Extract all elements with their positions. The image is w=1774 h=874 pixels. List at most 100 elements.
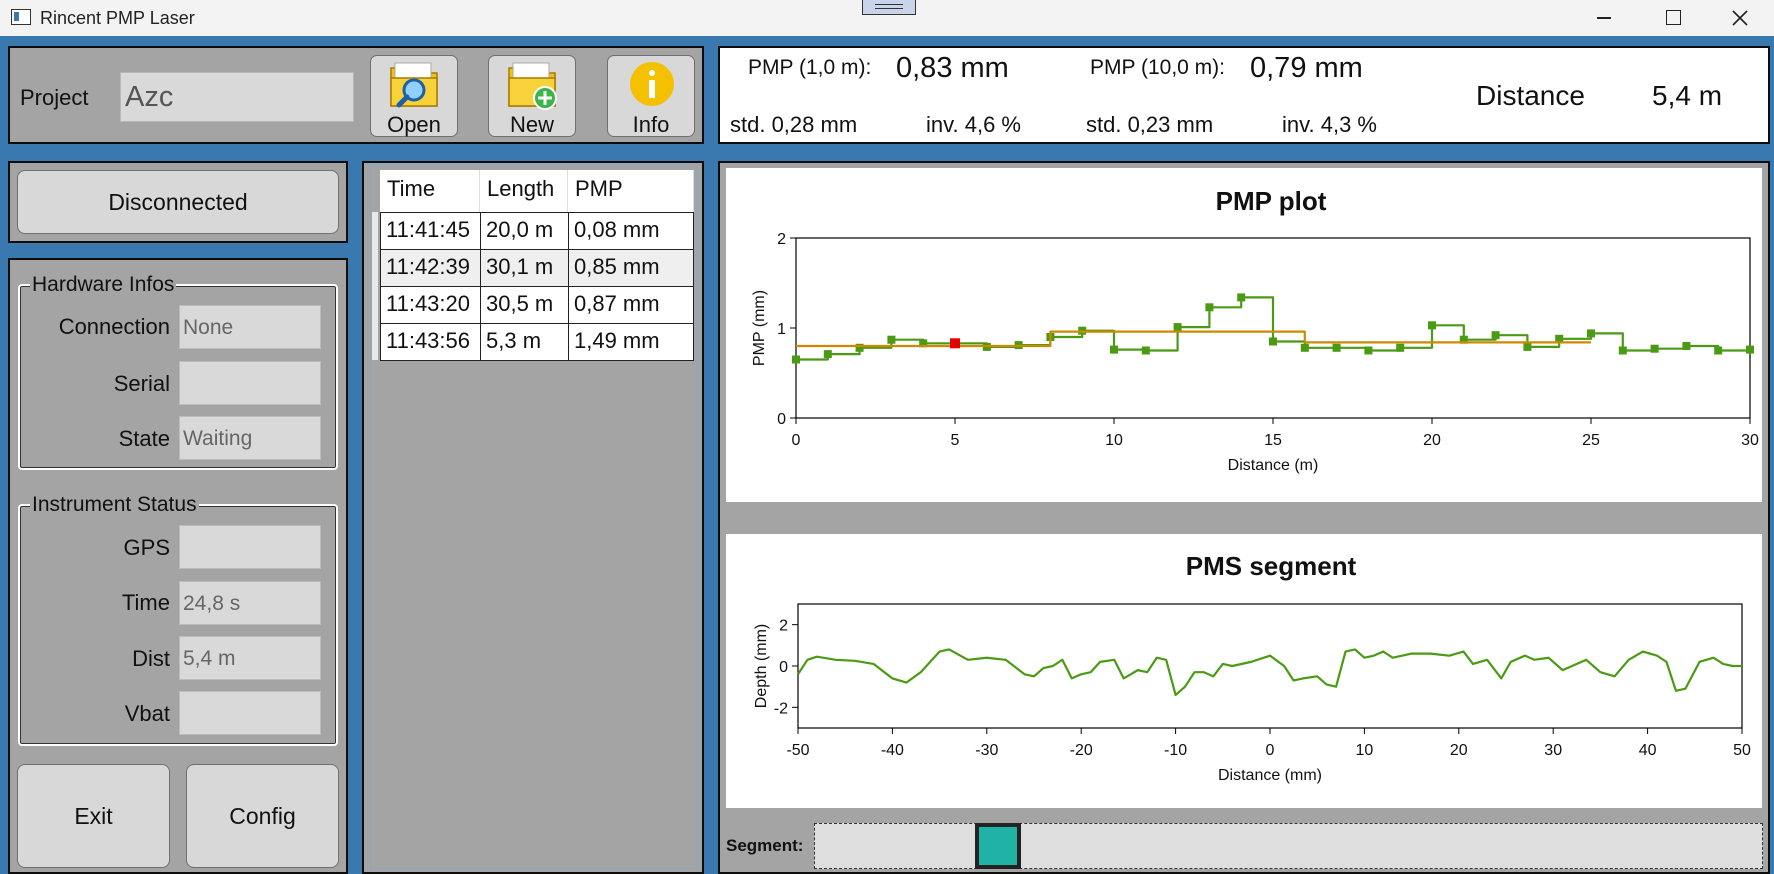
segment-slider-track[interactable] <box>814 823 1763 869</box>
pmp1-value: 0,83 mm <box>896 52 1009 84</box>
y-axis-label: PMP (mm) <box>751 290 768 366</box>
x-tick-label: 50 <box>1733 742 1751 759</box>
data-point <box>887 335 896 344</box>
series-line <box>797 648 1742 697</box>
cell-length: 20,0 m <box>480 212 569 250</box>
open-label: Open <box>387 112 441 137</box>
data-point <box>1300 343 1309 352</box>
new-button[interactable]: New <box>488 55 576 137</box>
data-point <box>1332 343 1341 352</box>
inv10-value: inv. 4,3 % <box>1282 112 1377 137</box>
data-point <box>1555 334 1564 343</box>
project-panel <box>8 46 704 144</box>
cell-time: 11:41:45 <box>380 212 481 250</box>
vbat-field[interactable] <box>179 691 321 735</box>
config-button[interactable]: Config <box>186 764 339 868</box>
document-icon[interactable] <box>862 0 916 15</box>
pms-segment-title: PMS segment <box>1185 551 1357 581</box>
minimize-icon[interactable] <box>1574 0 1634 36</box>
data-point <box>1523 342 1532 351</box>
connection-field[interactable]: None <box>179 305 321 349</box>
segment-slider-thumb[interactable] <box>975 823 1021 869</box>
x-tick-label: -20 <box>1070 742 1093 759</box>
open-button[interactable]: Open <box>370 55 458 137</box>
x-tick-label: -50 <box>786 742 809 759</box>
x-axis-label: Distance (mm) <box>1218 767 1322 784</box>
cell-length: 5,3 m <box>480 323 569 361</box>
x-tick-label: 10 <box>1356 742 1374 759</box>
cell-pmp: 0,85 mm <box>568 249 694 287</box>
exit-button[interactable]: Exit <box>17 764 170 868</box>
serial-field[interactable] <box>179 361 321 405</box>
instrument-group: Instrument Status <box>18 494 338 746</box>
x-tick-label: -10 <box>1164 742 1187 759</box>
y-axis-label: Depth (mm) <box>753 624 770 708</box>
col-header-time[interactable]: Time <box>380 170 480 212</box>
col-header-length[interactable]: Length <box>480 170 568 212</box>
data-point <box>1459 335 1468 344</box>
project-input[interactable]: Azc <box>120 72 354 122</box>
time-field[interactable]: 24,8 s <box>179 581 321 625</box>
connection-label: Connection <box>58 314 170 339</box>
x-tick-label: -30 <box>975 742 998 759</box>
dist-field[interactable]: 5,4 m <box>179 636 321 680</box>
y-tick-label: 0 <box>777 411 786 428</box>
x-tick-label: 25 <box>1582 432 1600 449</box>
pmp10-label: PMP (10,0 m): <box>1090 56 1225 79</box>
data-point <box>1491 331 1500 340</box>
info-icon <box>630 62 674 106</box>
cell-time: 11:42:39 <box>380 249 481 287</box>
maximize-icon[interactable] <box>1642 0 1702 36</box>
x-tick-label: 15 <box>1264 432 1282 449</box>
project-label: Project <box>20 85 89 110</box>
cell-time: 11:43:56 <box>380 323 481 361</box>
data-point <box>1428 321 1436 330</box>
title-bar: Rincent PMP Laser <box>0 0 1774 36</box>
connect-button[interactable]: Disconnected <box>17 170 339 234</box>
data-point <box>1746 345 1754 354</box>
cell-length: 30,5 m <box>480 286 569 324</box>
data-point <box>1141 346 1150 355</box>
info-label: Info <box>632 112 670 137</box>
y-tick-label: 2 <box>779 618 788 635</box>
state-label: State <box>118 426 170 451</box>
x-tick-label: 30 <box>1741 432 1759 449</box>
data-point <box>792 355 800 364</box>
distance-label: Distance <box>1476 80 1585 111</box>
data-point <box>1714 346 1723 355</box>
cell-pmp: 0,08 mm <box>568 212 694 250</box>
x-tick-label: 5 <box>951 432 960 449</box>
gps-field[interactable] <box>179 525 321 569</box>
hardware-group: Hardware Infos <box>18 274 338 470</box>
data-point <box>1587 329 1595 338</box>
y-tick-label: 2 <box>777 231 786 248</box>
state-field[interactable]: Waiting <box>179 416 321 460</box>
window-title: Rincent PMP Laser <box>40 8 195 28</box>
row-indicator <box>372 212 378 360</box>
distance-value: 5,4 m <box>1652 80 1723 111</box>
col-header-pmp[interactable]: PMP <box>568 170 694 212</box>
x-tick-label: 0 <box>1266 742 1275 759</box>
data-point <box>823 350 832 359</box>
dist-label: Dist <box>132 646 170 671</box>
data-point <box>1205 303 1214 312</box>
pmp1-label: PMP (1,0 m): <box>748 56 872 79</box>
stats-panel <box>718 46 1770 144</box>
serial-label: Serial <box>113 371 170 396</box>
x-tick-label: 30 <box>1544 742 1562 759</box>
series-line <box>796 330 1591 348</box>
y-tick-label: 1 <box>777 321 786 338</box>
data-point <box>1650 344 1659 353</box>
data-point <box>1618 346 1627 355</box>
pmp-plot-title: PMP plot <box>1215 186 1327 216</box>
pmp-plot-chart: 0 5 10 15 20 25 30 0 1 2 Distance (m) PMP (mm) <box>751 231 1759 474</box>
info-button[interactable]: Info <box>607 55 695 137</box>
y-tick-label: -2 <box>774 700 788 717</box>
plot-frame <box>797 603 1743 729</box>
hardware-title: Hardware Infos <box>30 273 177 296</box>
data-point <box>1269 337 1277 346</box>
close-icon[interactable] <box>1710 0 1770 36</box>
x-tick-label: 40 <box>1639 742 1657 759</box>
new-label: New <box>509 112 554 137</box>
